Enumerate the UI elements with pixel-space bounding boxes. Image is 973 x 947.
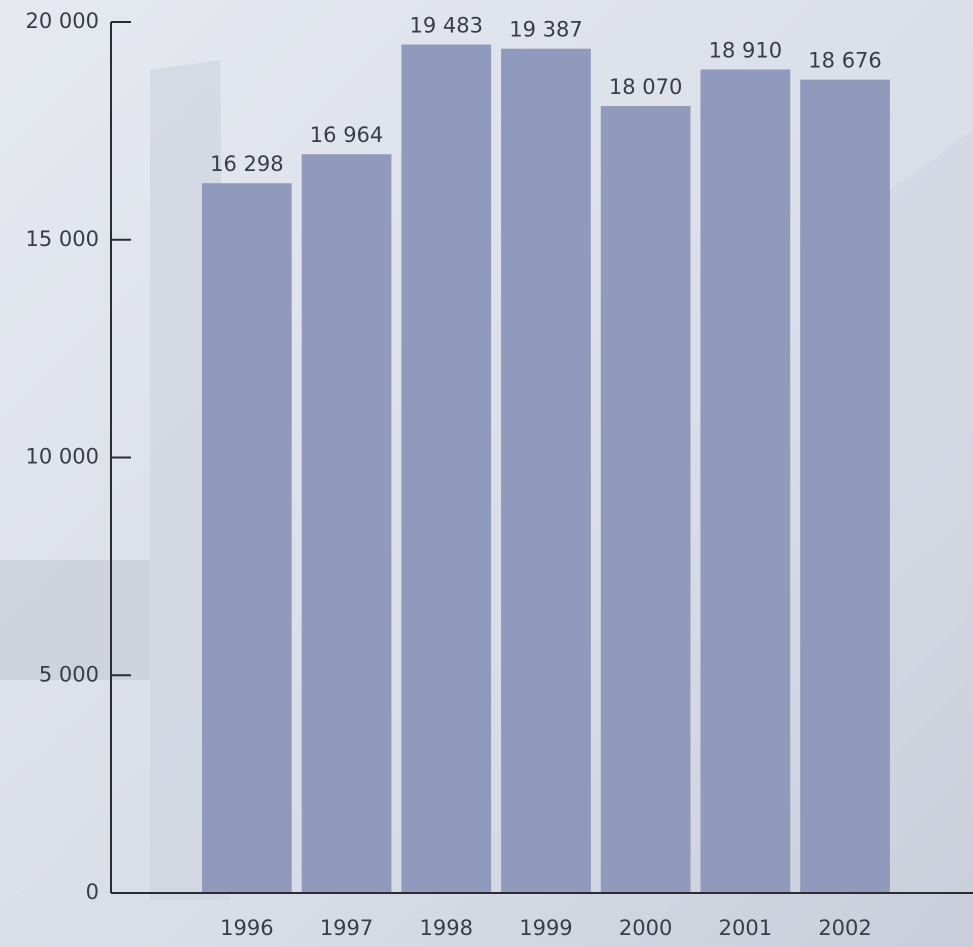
value-label: 16 298	[210, 152, 283, 176]
bar	[401, 44, 492, 893]
x-tick-label: 2002	[818, 916, 871, 940]
x-tick-label: 1996	[220, 916, 273, 940]
x-tick-label: 1997	[320, 916, 373, 940]
plot-area	[201, 44, 890, 894]
x-tick-label: 2001	[719, 916, 772, 940]
x-tick-label: 1999	[519, 916, 572, 940]
value-label: 18 676	[808, 49, 881, 73]
bar	[600, 106, 691, 893]
bar	[700, 69, 791, 894]
bar	[201, 183, 292, 893]
bar	[800, 79, 890, 893]
y-tick-label: 10 000	[26, 445, 99, 469]
y-tick-label: 20 000	[26, 9, 99, 33]
x-tick-label: 2000	[619, 916, 672, 940]
y-tick-label: 0	[86, 880, 99, 904]
x-tick-label: 1998	[420, 916, 473, 940]
value-label: 19 387	[509, 18, 582, 42]
y-tick-label: 15 000	[26, 227, 99, 251]
bar	[501, 48, 591, 893]
value-label: 16 964	[310, 123, 383, 147]
background-structure	[890, 130, 973, 520]
value-label: 18 910	[709, 38, 782, 62]
value-label: 19 483	[410, 14, 483, 38]
value-label: 18 070	[609, 75, 682, 99]
y-tick-label: 5 000	[39, 662, 99, 686]
background-vehicle	[0, 560, 150, 680]
bar	[301, 154, 392, 894]
